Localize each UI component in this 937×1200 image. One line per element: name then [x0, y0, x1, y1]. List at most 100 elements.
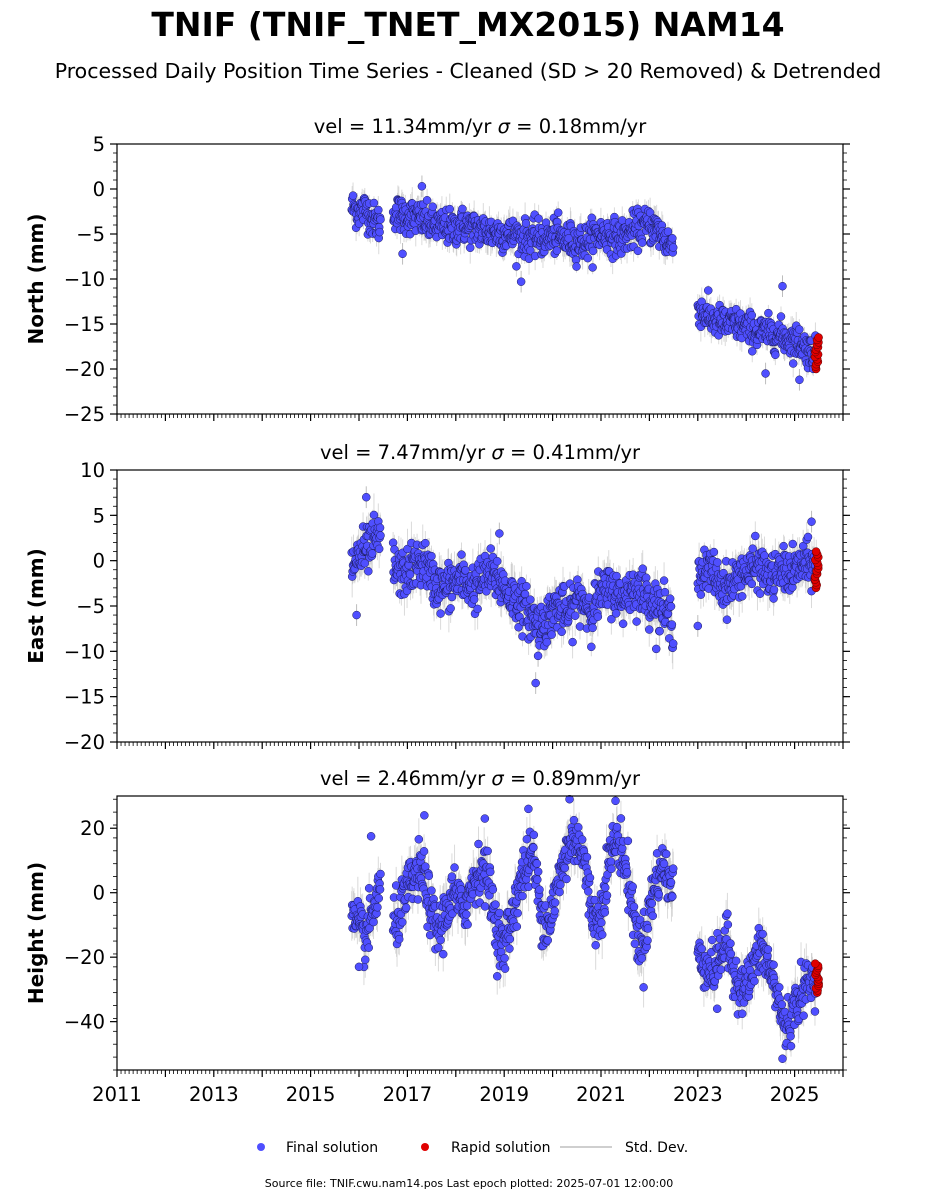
final-point: [588, 246, 598, 256]
y-tick-label: 5: [93, 504, 105, 527]
final-point: [552, 246, 562, 255]
final-point: [641, 573, 651, 583]
final-point: [486, 544, 495, 553]
final-point: [352, 610, 361, 620]
y-tick-label: −25: [64, 403, 105, 426]
final-point: [587, 642, 596, 652]
final-point: [522, 581, 531, 591]
sigma-symbol: σ: [491, 441, 504, 464]
final-point: [660, 587, 670, 597]
final-point: [651, 644, 661, 654]
final-point: [572, 262, 581, 271]
y-tick-label: −5: [76, 223, 105, 246]
x-ticks: [116, 414, 844, 421]
final-point: [638, 238, 647, 247]
std-dev-bars: [351, 795, 817, 1065]
final-point: [542, 637, 552, 647]
final-point: [755, 589, 765, 598]
final-point: [492, 556, 502, 566]
final-point: [436, 609, 445, 618]
final-point: [495, 529, 504, 538]
final-point: [668, 243, 678, 252]
final-point: [709, 547, 719, 557]
final-point: [666, 602, 676, 611]
final-point: [348, 191, 358, 200]
final-point: [588, 263, 597, 272]
rapid-point: [814, 333, 823, 342]
final-point: [722, 615, 732, 624]
panels: 5 0 −5 −10 −15 −20 −25 vel = 11.34mm/yr σ = 0.1…: [24, 115, 850, 1106]
final-point: [457, 550, 466, 559]
y-tick-label: −20: [64, 358, 105, 381]
final-point: [667, 620, 677, 629]
final-point: [364, 567, 373, 576]
final-point: [521, 219, 531, 228]
final-point: [788, 539, 798, 549]
chart-subtitle: Processed Daily Position Time Series - C…: [55, 59, 882, 83]
final-point: [427, 551, 436, 561]
final-point: [795, 375, 804, 385]
final-point: [375, 227, 384, 237]
velocity-text: vel = 7.47mm/yr: [320, 441, 491, 464]
final-point: [588, 623, 597, 633]
chart-title: TNIF (TNIF_TNET_MX2015) NAM14: [151, 5, 784, 44]
final-point: [369, 198, 379, 208]
final-point: [788, 359, 798, 368]
final-point: [663, 227, 673, 236]
final-point: [446, 604, 455, 613]
final-point: [376, 215, 385, 224]
axes-frame: [116, 143, 844, 415]
final-point: [458, 204, 467, 214]
velocity-text: vel = 11.34mm/yr: [314, 115, 498, 138]
final-point: [533, 651, 543, 661]
final-point: [417, 182, 427, 191]
final-point: [747, 579, 757, 589]
final-point: [421, 538, 430, 548]
final-point: [374, 544, 384, 554]
final-point: [713, 558, 722, 567]
final-point: [659, 576, 669, 585]
final-point: [668, 234, 677, 243]
final-point: [376, 531, 385, 540]
final-point: [645, 625, 654, 634]
final-point: [665, 594, 675, 603]
y-axis-label: East (mm): [24, 548, 48, 664]
final-point: [795, 325, 804, 334]
final-point: [465, 243, 475, 253]
final-point: [696, 590, 706, 599]
final-solution-points: [347, 182, 821, 385]
final-point: [512, 262, 521, 271]
y-tick-label: 0: [93, 550, 105, 573]
final-point: [367, 549, 377, 558]
y-tick-label: −20: [64, 731, 105, 754]
rapid-point: [811, 547, 821, 556]
final-point: [553, 208, 563, 217]
panel-title: vel = 7.47mm/yr σ = 0.41mm/yr: [320, 441, 641, 464]
final-point: [611, 609, 621, 618]
final-point: [737, 592, 747, 601]
panel-north: 5 0 −5 −10 −15 −20 −25 vel = 11.34mm/yr σ = 0.1…: [24, 115, 850, 426]
panel-east: 10 5 0 −5 −10 −15 −20 vel = 7.47mm/yr σ = 0.41m…: [24, 441, 850, 754]
final-point: [422, 196, 432, 205]
final-point: [445, 204, 454, 214]
final-point: [583, 253, 593, 263]
final-point: [547, 630, 556, 639]
final-point: [769, 594, 778, 603]
final-point: [618, 619, 628, 629]
final-point: [655, 626, 664, 636]
final-point: [633, 246, 643, 256]
final-point: [693, 621, 703, 631]
final-point: [779, 541, 788, 551]
final-point: [374, 205, 383, 215]
final-point: [803, 532, 813, 542]
final-point: [362, 492, 371, 502]
final-point: [778, 281, 787, 291]
sigma-text: = 0.41mm/yr: [504, 441, 641, 464]
y-tick-label: −15: [64, 686, 105, 709]
final-point: [531, 678, 540, 688]
final-point: [375, 523, 385, 533]
y-tick-label: −10: [64, 268, 105, 291]
final-point: [771, 350, 780, 360]
final-point: [473, 604, 482, 614]
